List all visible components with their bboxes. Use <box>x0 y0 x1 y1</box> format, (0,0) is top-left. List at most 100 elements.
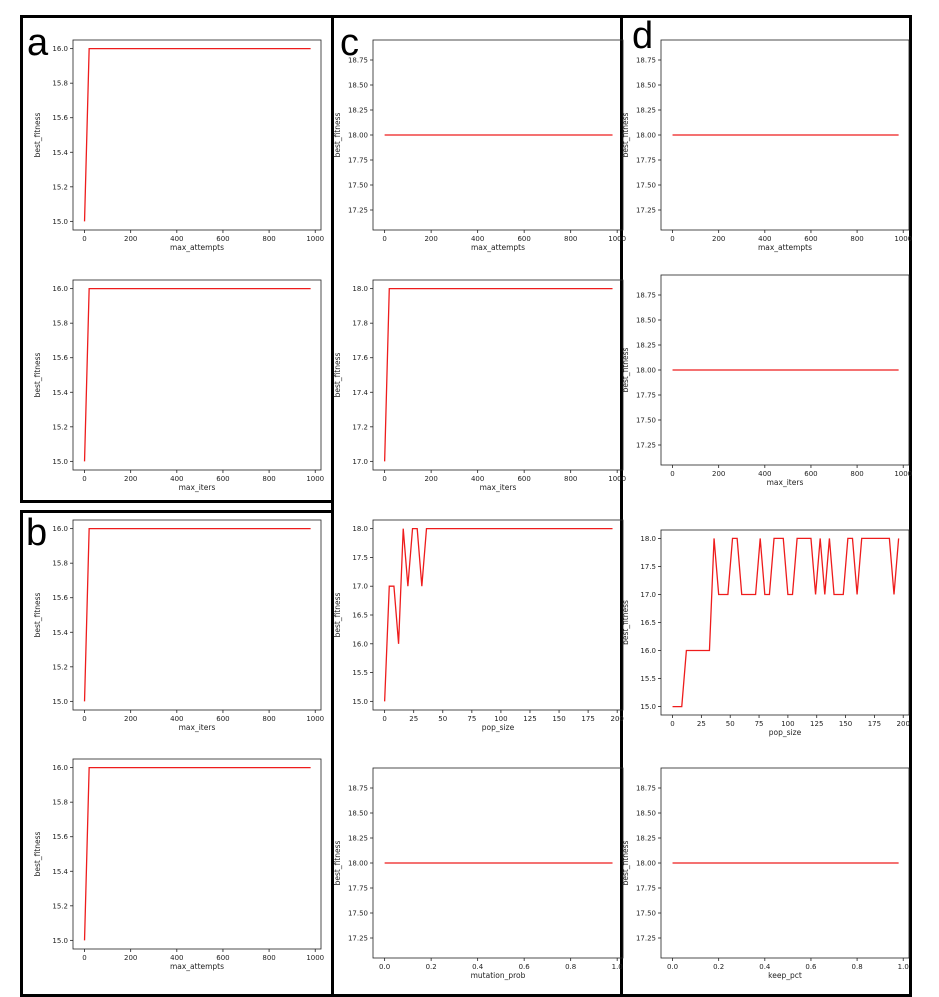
x-axis-label: max_attempts <box>471 243 525 252</box>
x-tick-label: 600 <box>517 475 530 483</box>
y-tick-label: 17.75 <box>636 885 656 893</box>
x-tick-label: 1000 <box>306 475 324 483</box>
x-tick-label: 800 <box>850 470 863 478</box>
y-tick-label: 18.25 <box>636 835 656 843</box>
y-tick-label: 15.5 <box>640 675 656 683</box>
y-tick-label: 16.0 <box>52 45 68 53</box>
x-tick-label: 0.4 <box>759 963 771 971</box>
plot-c-max-attempts: 0 200 400 600 800 1000 17.25 17.50 17.75 18.00 18.… <box>333 39 626 252</box>
x-tick-label: 0.8 <box>852 963 863 971</box>
x-tick-label: 125 <box>523 715 536 723</box>
y-tick-label: 17.50 <box>636 910 656 918</box>
x-tick-label: 200 <box>124 475 137 483</box>
y-tick-label: 15.6 <box>52 594 68 602</box>
x-axis-label: max_iters <box>767 478 804 487</box>
series-line <box>83 287 311 462</box>
y-tick-label: 15.2 <box>52 423 68 431</box>
x-tick-label: 600 <box>216 475 229 483</box>
y-tick-label: 15.0 <box>52 218 68 226</box>
x-tick-label: 800 <box>262 954 275 962</box>
y-tick-label: 15.6 <box>52 114 68 122</box>
series-line <box>672 537 900 708</box>
y-tick-label: 17.50 <box>348 182 368 190</box>
plot-c-mutation-prob: 0.0 0.2 0.4 0.6 0.8 1.0 17.25 17.50 17.75 18.00 18… <box>333 767 624 980</box>
x-tick-label: 600 <box>517 235 530 243</box>
x-tick-label: 800 <box>262 235 275 243</box>
y-axis-label: best_fitness <box>621 841 630 886</box>
x-axis-label: pop_size <box>482 723 515 732</box>
x-tick-label: 800 <box>850 235 863 243</box>
x-tick-label: 200 <box>897 720 910 728</box>
x-tick-label: 1000 <box>306 235 324 243</box>
y-tick-label: 15.6 <box>52 833 68 841</box>
y-tick-label: 17.50 <box>636 182 656 190</box>
y-tick-label: 17.50 <box>636 417 656 425</box>
panel-c-label: c <box>340 22 359 64</box>
panel-d-label: d <box>632 15 654 57</box>
plot-c-max-iters: 0 200 400 600 800 1000 17.0 17.2 17.4 17.6 17.8 18.… <box>333 279 626 492</box>
plot-d-max-iters: 0 200 400 600 800 1000 17.25 17.50 17.75 18.00 18.… <box>621 274 912 487</box>
plot-d-pop-size: 0 25 50 75 100 125 150 175 200 15.0 15.5 16.0 16.5 17… <box>621 529 910 737</box>
series-line <box>83 47 311 222</box>
y-tick-label: 17.0 <box>640 591 656 599</box>
x-tick-label: 0 <box>82 475 86 483</box>
y-tick-label: 17.0 <box>352 583 368 591</box>
plot-a-max-iters: 0 200 400 600 800 1000 15.0 15.2 15.4 15.6 15.8 16.… <box>33 279 324 492</box>
x-tick-label: 600 <box>804 470 817 478</box>
y-tick-label: 18.00 <box>348 132 368 140</box>
x-tick-label: 200 <box>712 235 725 243</box>
x-tick-label: 175 <box>581 715 594 723</box>
panel-c-frame <box>331 15 624 997</box>
y-axis-label: best_fitness <box>621 348 630 393</box>
x-tick-label: 600 <box>216 235 229 243</box>
x-axis-label: keep_pct <box>768 971 802 980</box>
x-tick-label: 175 <box>868 720 881 728</box>
x-tick-label: 400 <box>471 475 484 483</box>
panel-a-frame <box>20 15 334 503</box>
y-tick-label: 17.25 <box>636 207 656 215</box>
y-tick-label: 15.2 <box>52 663 68 671</box>
x-tick-label: 0.0 <box>379 963 390 971</box>
x-tick-label: 0 <box>82 715 86 723</box>
y-tick-label: 16.0 <box>640 647 656 655</box>
y-tick-label: 17.75 <box>636 392 656 400</box>
y-tick-label: 18.25 <box>348 107 368 115</box>
x-axis-label: max_iters <box>179 723 216 732</box>
y-tick-label: 18.50 <box>636 82 656 90</box>
y-tick-label: 17.75 <box>348 157 368 165</box>
x-tick-label: 1000 <box>306 954 324 962</box>
x-tick-label: 150 <box>552 715 565 723</box>
plot-d-max-attempts: 0 200 400 600 800 1000 17.25 17.50 17.75 18.00 18.… <box>621 39 912 252</box>
x-tick-label: 1000 <box>306 715 324 723</box>
y-tick-label: 18.50 <box>348 810 368 818</box>
y-tick-label: 18.75 <box>348 57 368 65</box>
x-tick-label: 1000 <box>608 235 626 243</box>
y-tick-label: 18.00 <box>636 132 656 140</box>
x-tick-label: 400 <box>170 715 183 723</box>
y-tick-label: 18.0 <box>352 285 368 293</box>
y-tick-label: 17.5 <box>352 554 368 562</box>
panel-a-label: a <box>27 22 49 64</box>
axes-frame <box>372 279 624 471</box>
y-axis-label: best_fitness <box>333 593 342 638</box>
y-tick-label: 15.4 <box>52 149 68 157</box>
plot-b-max-iters: 0 200 400 600 800 1000 15.0 15.2 15.4 15.6 15.8 16.… <box>33 519 324 732</box>
x-tick-label: 1.0 <box>898 963 909 971</box>
y-axis-label: best_fitness <box>333 113 342 158</box>
x-tick-label: 0.2 <box>713 963 724 971</box>
x-tick-label: 400 <box>170 954 183 962</box>
x-tick-label: 0 <box>382 475 386 483</box>
y-tick-label: 17.8 <box>352 320 368 328</box>
x-tick-label: 200 <box>424 235 437 243</box>
x-axis-label: max_iters <box>179 483 216 492</box>
y-tick-label: 18.75 <box>636 292 656 300</box>
y-tick-label: 15.0 <box>52 937 68 945</box>
y-axis-label: best_fitness <box>33 832 42 877</box>
y-tick-label: 18.00 <box>348 860 368 868</box>
x-tick-label: 400 <box>758 470 771 478</box>
y-tick-label: 15.4 <box>52 389 68 397</box>
y-tick-label: 18.75 <box>636 57 656 65</box>
y-tick-label: 15.4 <box>52 629 68 637</box>
x-tick-label: 0.6 <box>805 963 817 971</box>
y-tick-label: 18.50 <box>636 810 656 818</box>
